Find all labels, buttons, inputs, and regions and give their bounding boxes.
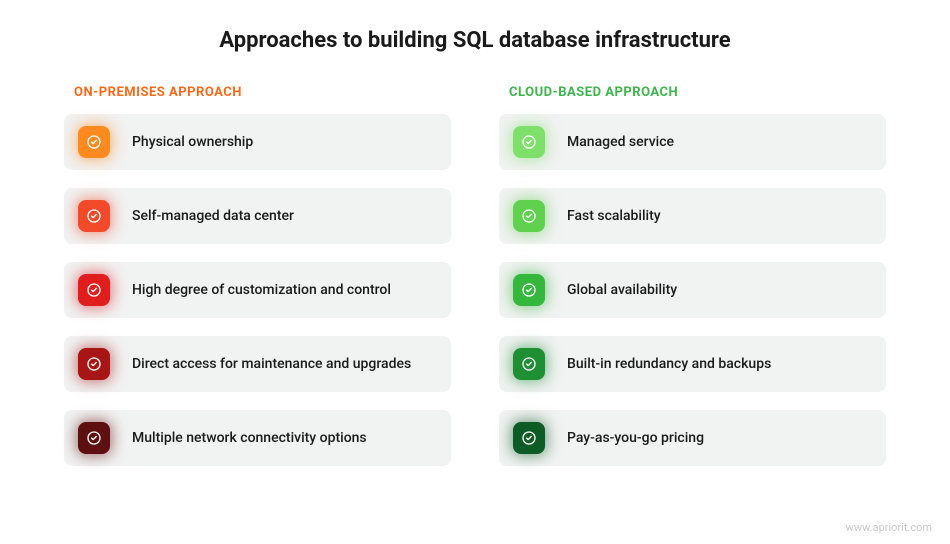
check-icon xyxy=(78,348,110,380)
list-item: Multiple network connectivity options xyxy=(64,410,451,466)
item-label: Global availability xyxy=(567,282,677,298)
item-label: Fast scalability xyxy=(567,208,661,224)
list-item: Physical ownership xyxy=(64,114,451,170)
item-label: Physical ownership xyxy=(132,134,253,150)
list-item: Managed service xyxy=(499,114,886,170)
list-item: Fast scalability xyxy=(499,188,886,244)
item-label: Pay-as-you-go pricing xyxy=(567,430,704,446)
item-label: Multiple network connectivity options xyxy=(132,430,367,446)
item-label: Self-managed data center xyxy=(132,208,294,224)
footer-attribution: www.apriorit.com xyxy=(846,521,932,534)
item-label: High degree of customization and control xyxy=(132,282,391,298)
check-icon xyxy=(78,126,110,158)
list-item: Self-managed data center xyxy=(64,188,451,244)
column-on-premises: ON-PREMISES APPROACH Physical ownership … xyxy=(64,85,451,484)
check-icon xyxy=(78,422,110,454)
check-icon xyxy=(513,274,545,306)
columns-container: ON-PREMISES APPROACH Physical ownership … xyxy=(0,53,950,484)
list-item: High degree of customization and control xyxy=(64,262,451,318)
column-heading: ON-PREMISES APPROACH xyxy=(64,85,451,100)
check-icon xyxy=(78,274,110,306)
check-icon xyxy=(513,348,545,380)
column-heading: CLOUD-BASED APPROACH xyxy=(499,85,886,100)
list-item: Global availability xyxy=(499,262,886,318)
page-title: Approaches to building SQL database infr… xyxy=(0,0,950,53)
list-item: Direct access for maintenance and upgrad… xyxy=(64,336,451,392)
list-item: Pay-as-you-go pricing xyxy=(499,410,886,466)
check-icon xyxy=(513,422,545,454)
item-label: Built-in redundancy and backups xyxy=(567,356,771,372)
column-cloud-based: CLOUD-BASED APPROACH Managed service Fas… xyxy=(499,85,886,484)
item-label: Managed service xyxy=(567,134,674,150)
list-item: Built-in redundancy and backups xyxy=(499,336,886,392)
item-label: Direct access for maintenance and upgrad… xyxy=(132,356,411,372)
check-icon xyxy=(78,200,110,232)
check-icon xyxy=(513,126,545,158)
check-icon xyxy=(513,200,545,232)
